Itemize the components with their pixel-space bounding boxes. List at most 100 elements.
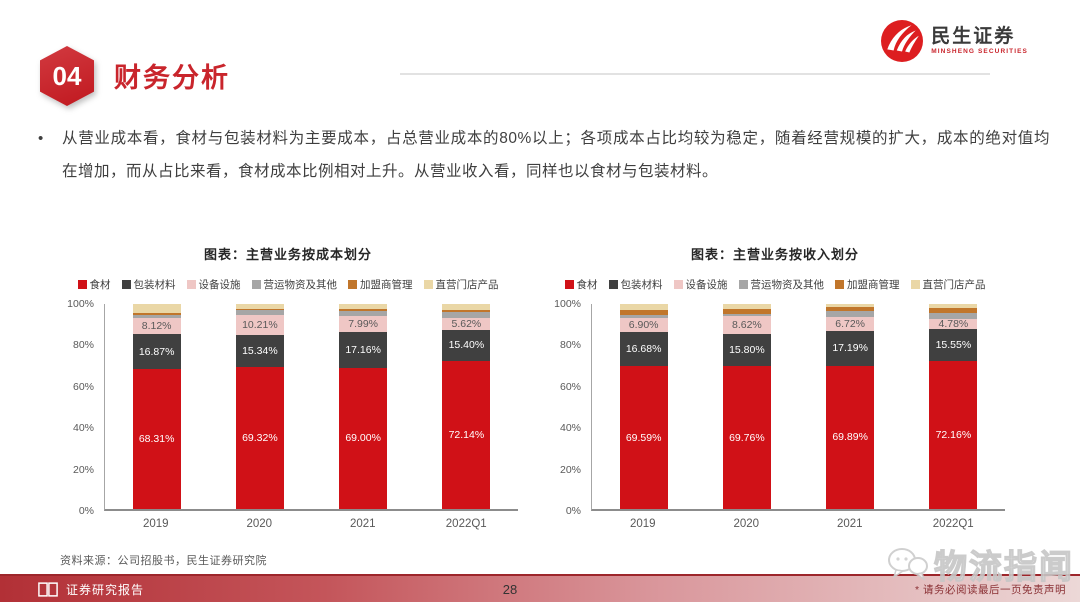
bar-segment <box>826 307 875 312</box>
stacked-bar-2022Q1: 72.16% 15.55% 4.78% <box>929 304 978 509</box>
bullet-marker: • <box>38 130 44 147</box>
page-number: 28 <box>502 581 518 597</box>
y-tick-label: 40% <box>559 422 581 435</box>
legend-item: 直营门店产品 <box>423 277 499 292</box>
x-axis: 2019 2020 2021 2022Q1 <box>104 518 518 530</box>
stacked-bar-2020: 69.76% 15.80% 8.62% <box>722 304 771 509</box>
section-badge: 04 <box>40 46 94 106</box>
bar-segment: 69.32% <box>235 366 284 509</box>
legend-swatch <box>910 280 920 289</box>
stacked-bar-2019: 69.59% 16.68% 6.90% <box>619 304 668 509</box>
y-tick-label: 80% <box>559 339 581 352</box>
swoosh-icon <box>887 25 920 53</box>
segment-value-label: 69.76% <box>729 431 765 444</box>
stacked-bar-2019: 68.31% 16.87% 8.12% <box>132 304 181 509</box>
legend-label: 营运物资及其他 <box>263 279 338 291</box>
legend-swatch <box>564 280 574 289</box>
summary-bullet: • 从营业成本看，食材与包装材料为主要成本，占总营业成本的80%以上；各项成本占… <box>38 122 1050 188</box>
bar-segment: 16.68% <box>619 332 668 367</box>
legend-label: 设备设施 <box>685 279 728 291</box>
x-tick-label: 2019 <box>142 518 169 530</box>
stacked-bar-2021: 69.00% 17.16% 7.99% <box>339 304 388 509</box>
plot-wrap: 0% 20% 40% 60% 80% 100% 69.59% 16.68% 6.90% 69.7… <box>545 298 1005 530</box>
bar-segment: 8.12% <box>132 317 181 335</box>
chat-bubbles-icon <box>888 548 928 581</box>
bar-segment: 72.16% <box>929 361 978 509</box>
bar-segment: 7.99% <box>339 316 388 333</box>
bar-segment: 68.31% <box>132 368 181 509</box>
x-tick-label: 2021 <box>836 518 863 530</box>
bar-segment <box>132 313 181 315</box>
x-tick-label: 2022Q1 <box>932 518 974 530</box>
bar-segment <box>619 304 668 311</box>
segment-value-label: 8.12% <box>141 320 172 333</box>
chart-legend: 食材 包装材料 设备设施 营运物资及其他 加盟商管理 直营门店产品 <box>58 277 518 292</box>
bar-segment <box>722 313 771 316</box>
bar-segment <box>235 309 284 311</box>
bar-segment: 15.55% <box>929 329 978 362</box>
bar-segment <box>442 309 491 312</box>
segment-value-label: 69.59% <box>625 431 662 444</box>
legend-swatch <box>673 280 683 289</box>
y-tick-label: 80% <box>72 339 94 352</box>
y-tick-label: 20% <box>72 463 94 476</box>
y-tick-label: 100% <box>67 298 94 310</box>
legend-label: 加盟商管理 <box>360 279 413 291</box>
x-tick-label: 2020 <box>733 518 760 530</box>
footer-report-type: 证券研究报告 <box>66 582 145 597</box>
y-tick-label: 100% <box>554 298 581 310</box>
legend-item: 直营门店产品 <box>910 277 986 292</box>
legend-item: 营运物资及其他 <box>251 277 338 292</box>
bar-segment <box>826 311 875 317</box>
x-tick-label: 2021 <box>349 518 376 530</box>
bar-segment: 8.62% <box>722 315 771 334</box>
bar-segment: 72.14% <box>442 361 491 509</box>
summary-text: 从营业成本看，食材与包装材料为主要成本，占总营业成本的80%以上；各项成本占比均… <box>62 130 1050 180</box>
bar-segment: 10.21% <box>235 314 284 336</box>
x-tick-label: 2019 <box>629 518 656 530</box>
segment-value-label: 69.32% <box>242 431 278 444</box>
bar-segment: 16.87% <box>132 334 181 369</box>
bar-segment: 4.78% <box>929 318 978 331</box>
x-tick-label: 2022Q1 <box>445 518 487 530</box>
segment-value-label: 7.99% <box>348 318 379 331</box>
segment-value-label: 17.16% <box>345 343 381 356</box>
y-tick-label: 40% <box>72 422 94 435</box>
logo-subtitle: MINSHENG SECURITIES <box>931 47 1028 55</box>
bar-segment <box>929 307 978 314</box>
minsheng-logo-icon <box>881 20 924 62</box>
x-axis: 2019 2020 2021 2022Q1 <box>591 518 1005 530</box>
cost-breakdown-chart: 图表：主营业务按成本划分 食材 包装材料 设备设施 营运物资及其他 加盟商管理 直营门店产… <box>58 244 518 530</box>
bar-segment <box>929 304 978 308</box>
legend-label: 包装材料 <box>620 279 663 291</box>
segment-value-label: 6.72% <box>835 317 866 330</box>
bar-segment <box>722 304 771 309</box>
segment-value-label: 72.16% <box>935 429 972 442</box>
legend-item: 食材 <box>77 277 111 292</box>
plot-area: 68.31% 16.87% 8.12% 69.32% 15.34% 10.21% 69.00… <box>104 304 518 511</box>
segment-value-label: 69.00% <box>345 432 381 445</box>
legend-item: 食材 <box>564 277 598 292</box>
legend-item: 营运物资及其他 <box>738 277 824 292</box>
bar-segment <box>442 304 491 310</box>
legend-label: 食材 <box>89 279 111 291</box>
bar-segment <box>442 311 491 319</box>
legend-item: 设备设施 <box>186 277 241 292</box>
legend-item: 包装材料 <box>121 277 176 292</box>
y-tick-label: 60% <box>72 380 94 393</box>
bar-segment <box>619 315 668 319</box>
segment-value-label: 4.78% <box>938 318 969 331</box>
bar-segment <box>235 310 284 315</box>
page-title: 财务分析 <box>114 63 230 93</box>
bar-segment <box>722 308 771 314</box>
legend-item: 包装材料 <box>608 277 663 292</box>
segment-value-label: 15.55% <box>935 339 972 352</box>
bar-segment <box>339 309 388 311</box>
plot-wrap: 0% 20% 40% 60% 80% 100% 68.31% 16.87% 8.12% 69.3… <box>58 298 518 530</box>
footer-left: 证券研究报告 <box>38 581 144 598</box>
bar-segment: 15.80% <box>722 333 771 366</box>
bar-segment: 15.34% <box>235 335 284 367</box>
source-note: 资料来源：公司招股书，民生证券研究院 <box>60 555 267 567</box>
watermark: 物流指闻 <box>886 540 1074 588</box>
legend-label: 食材 <box>576 279 598 291</box>
